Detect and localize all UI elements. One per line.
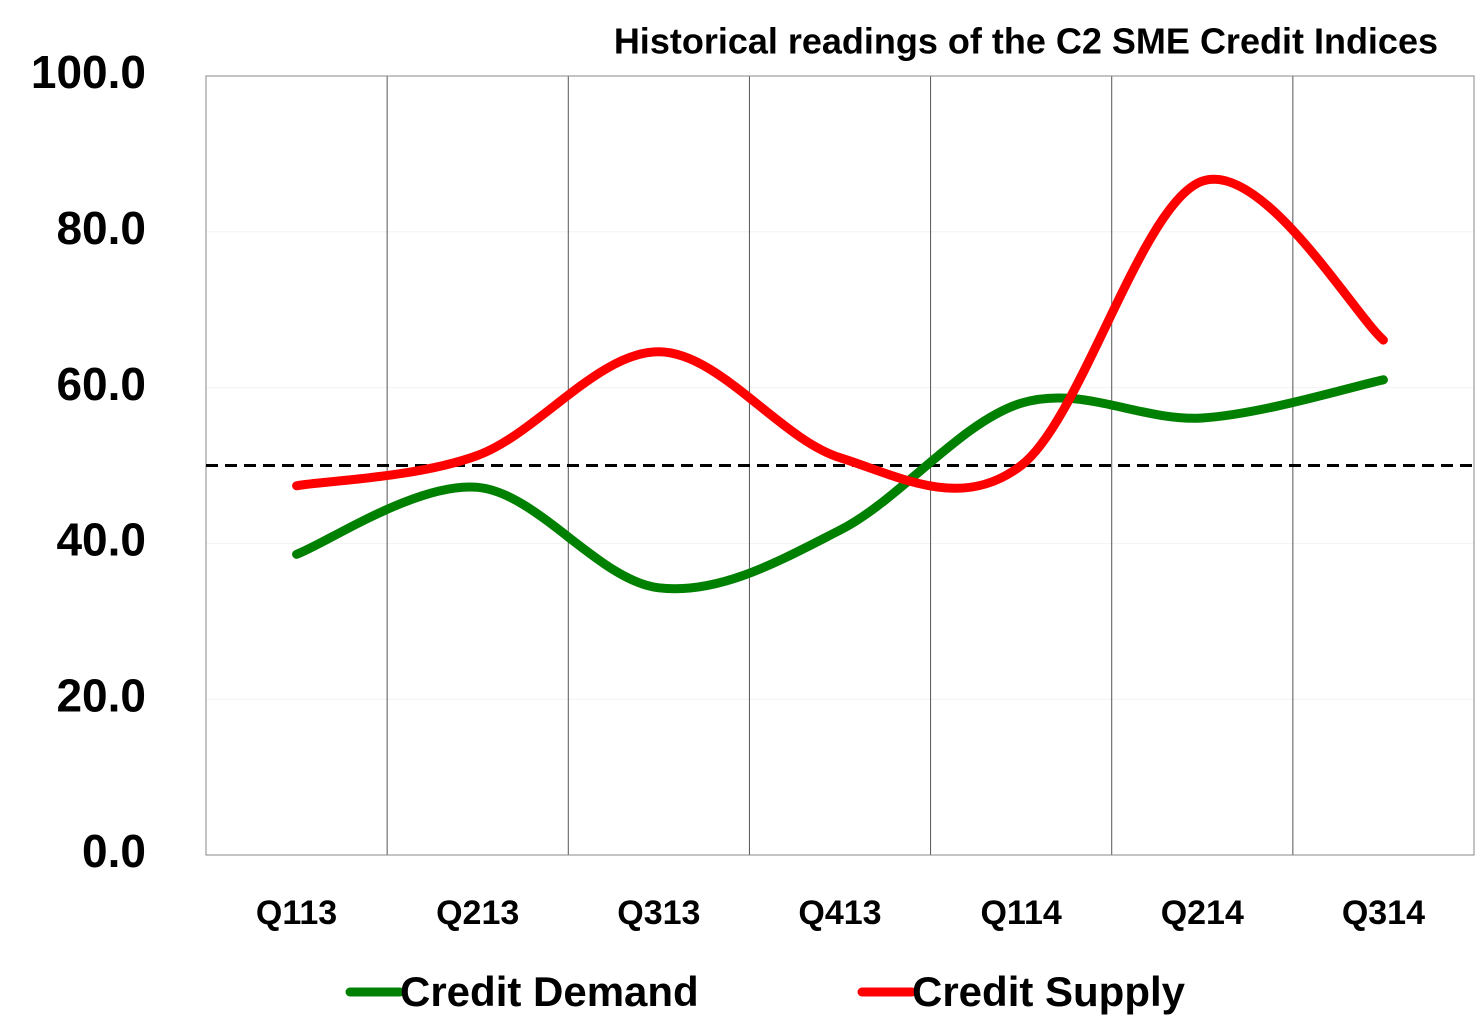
x-tick-label: Q213 xyxy=(436,894,519,932)
data-line xyxy=(292,375,1388,594)
y-tick-label: 40.0 xyxy=(56,514,146,566)
y-tick-label: 60.0 xyxy=(56,358,146,410)
x-tick-label: Q314 xyxy=(1342,894,1425,932)
x-tick-label: Q214 xyxy=(1161,894,1244,932)
x-tick-label: Q113 xyxy=(256,894,337,932)
x-tick-label: Q413 xyxy=(798,894,881,932)
legend-label: Credit Demand xyxy=(400,968,699,1015)
chart-title: Historical readings of the C2 SME Credit… xyxy=(614,21,1438,62)
y-tick-label: 80.0 xyxy=(56,202,146,254)
legend-label: Credit Supply xyxy=(912,968,1186,1015)
y-tick-label: 20.0 xyxy=(56,669,146,721)
x-tick-label: Q114 xyxy=(980,894,1061,932)
y-tick-label: 100.0 xyxy=(31,46,146,98)
x-tick-label: Q313 xyxy=(617,894,700,932)
y-tick-label: 0.0 xyxy=(82,825,146,877)
data-line xyxy=(292,174,1388,493)
